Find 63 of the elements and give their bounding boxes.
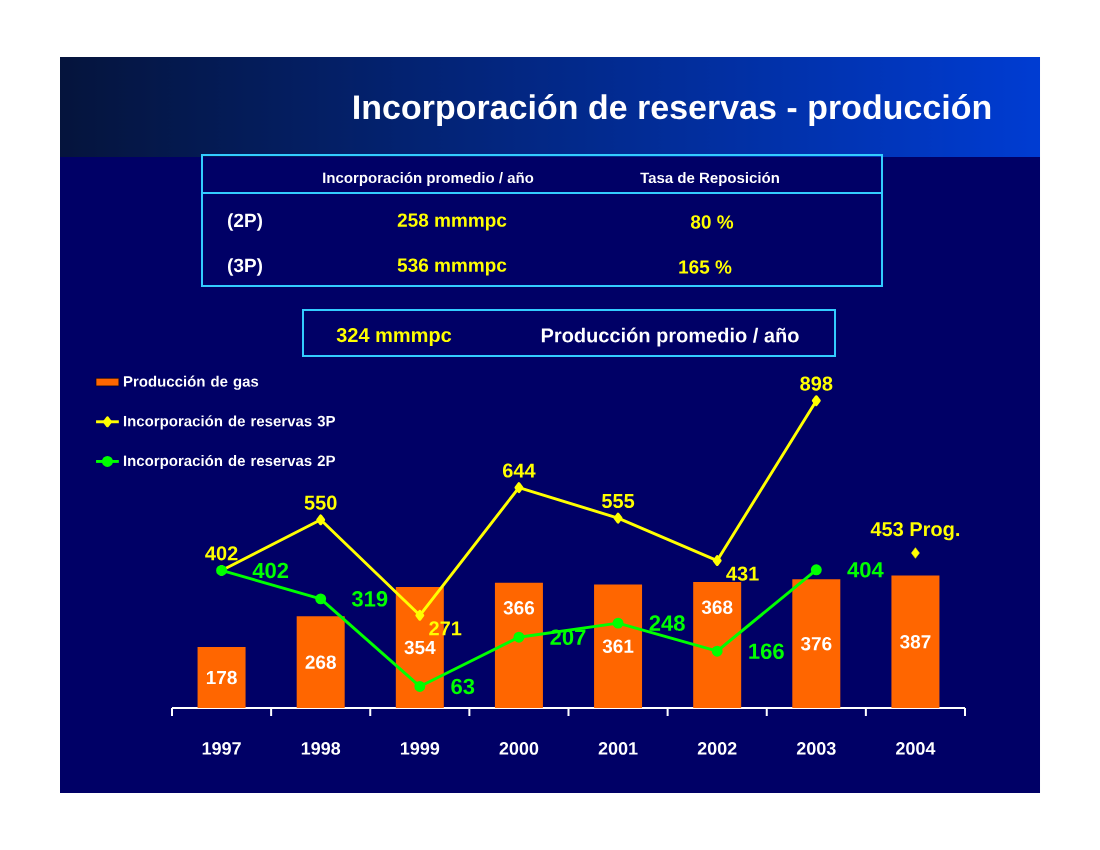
x-tick-label: 2003 xyxy=(796,742,836,755)
bar xyxy=(891,575,940,709)
point xyxy=(811,395,821,407)
point xyxy=(810,564,822,576)
text: 536 mmmpc xyxy=(397,258,507,276)
text: 165 % xyxy=(679,260,732,274)
x-tick-label: 2002 xyxy=(697,742,737,755)
data-label: 402 xyxy=(252,562,289,579)
data-label: 178 xyxy=(206,670,237,685)
data-label: 376 xyxy=(800,636,832,651)
text: 80 % xyxy=(690,215,734,229)
text: (3P) xyxy=(228,258,262,276)
data-label: 555 xyxy=(601,494,635,509)
data-label: 354 xyxy=(404,640,436,655)
data-label: 319 xyxy=(351,591,388,607)
data-label: 166 xyxy=(749,643,784,659)
point xyxy=(316,514,326,526)
text: Producción promedio / año xyxy=(541,327,799,347)
x-tick-label: 2001 xyxy=(598,742,638,755)
text: 258 mmmpc xyxy=(397,213,507,231)
bar xyxy=(296,616,345,709)
point xyxy=(711,645,723,657)
bar xyxy=(693,582,742,709)
point xyxy=(513,631,525,643)
bar xyxy=(594,584,643,709)
point xyxy=(315,593,327,605)
point xyxy=(514,482,524,494)
x-tick-label: 1997 xyxy=(202,742,241,755)
data-label: 368 xyxy=(701,600,733,615)
x-tick-label: 2000 xyxy=(499,742,539,755)
chart-title: Incorporación de reservas - producción xyxy=(354,94,991,126)
point xyxy=(613,512,623,524)
data-label: 402 xyxy=(205,546,238,561)
point xyxy=(612,617,624,629)
legend-label: Producción de gas xyxy=(123,375,259,390)
x-tick-label: 1998 xyxy=(301,742,341,755)
point xyxy=(911,547,920,559)
data-label: 366 xyxy=(503,601,535,615)
data-label: 248 xyxy=(649,615,685,631)
data-label: 63 xyxy=(451,678,475,695)
data-label: 453 Prog. xyxy=(870,522,960,541)
point xyxy=(712,555,722,566)
text: (2P) xyxy=(228,213,262,231)
legend-label: Incorporación de reservas 2P xyxy=(123,454,336,470)
legend-label: Incorporación de reservas 3P xyxy=(123,415,336,430)
text: 324 mmmpc xyxy=(336,327,452,347)
bar xyxy=(792,579,841,709)
data-label: 268 xyxy=(305,655,336,669)
data-label: 898 xyxy=(800,376,833,391)
data-label: 361 xyxy=(602,639,634,653)
data-label: 404 xyxy=(847,561,884,578)
x-tick-label: 2004 xyxy=(896,742,936,755)
data-label: 387 xyxy=(900,635,931,649)
data-label: 550 xyxy=(304,495,337,510)
bar xyxy=(197,647,246,709)
text: Incorporación promedio / año xyxy=(323,171,534,187)
data-label: 644 xyxy=(502,463,536,478)
bar xyxy=(494,582,543,709)
x-tick-label: 1999 xyxy=(400,742,440,755)
point xyxy=(415,609,425,621)
text: Tasa de Reposición xyxy=(640,171,779,187)
data-label: 431 xyxy=(726,566,759,581)
point xyxy=(414,680,426,692)
